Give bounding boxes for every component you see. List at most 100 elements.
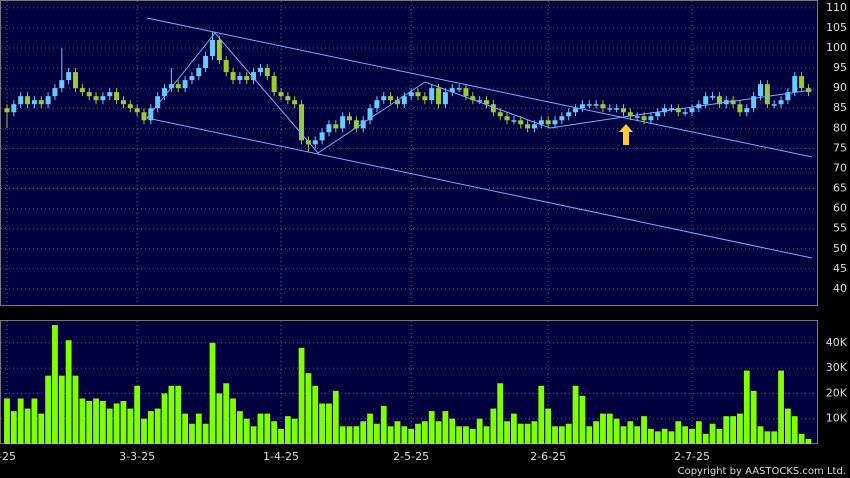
y-tick-label: 30K — [826, 361, 848, 374]
candle-body — [689, 108, 695, 113]
volume-bar — [24, 408, 31, 444]
copyright: Copyright by AASTOCKS.com Ltd. — [678, 466, 846, 477]
volume-bar — [661, 428, 668, 444]
candle-body — [463, 88, 469, 97]
candle-body — [4, 108, 10, 113]
candle-body — [244, 76, 250, 81]
volume-bar — [600, 413, 606, 444]
candle-body — [25, 96, 31, 105]
volume-bar — [367, 413, 373, 444]
volume-bar — [606, 413, 613, 444]
candle-body — [162, 88, 168, 97]
candle-body — [470, 96, 476, 101]
candle-body — [751, 96, 757, 109]
volume-bar — [182, 413, 188, 444]
candle-body — [764, 84, 770, 105]
candle-body — [168, 84, 174, 89]
volume-bar — [401, 426, 408, 444]
volume-bar — [319, 403, 325, 444]
candle-body — [477, 100, 483, 102]
x-tick-label: 3-3-25 — [119, 450, 155, 463]
volume-bar — [709, 423, 716, 444]
candle-body — [442, 92, 448, 105]
candle-body — [655, 112, 661, 117]
volume-bar — [17, 398, 24, 444]
candle-body — [182, 80, 188, 89]
volume-bar — [86, 400, 93, 444]
volume-bar — [31, 398, 38, 444]
x-tick-label: 2-7-25 — [674, 450, 710, 463]
candle-body — [456, 88, 462, 90]
candle-body — [408, 92, 414, 97]
volume-bar — [757, 426, 764, 444]
candle-body — [31, 100, 37, 105]
volume-bar — [134, 385, 141, 444]
volume-bar — [195, 413, 202, 444]
candle-body — [586, 104, 592, 106]
volume-bar — [497, 383, 504, 444]
volume-bar — [326, 403, 332, 444]
candle-body — [538, 120, 544, 125]
candle-body — [299, 104, 305, 141]
candle-body — [394, 100, 400, 105]
volume-bar — [189, 423, 195, 444]
volume-bar — [65, 340, 72, 444]
candle-body — [627, 112, 633, 117]
candle-body — [216, 39, 222, 61]
volume-bar — [100, 400, 106, 444]
volume-bar — [374, 423, 380, 444]
volume-bar — [517, 423, 524, 444]
volume-bar — [716, 428, 723, 444]
candle-body — [114, 92, 120, 101]
y-tick-label: 65 — [833, 182, 847, 195]
y-tick-label: 110 — [826, 1, 847, 14]
candle-body — [79, 88, 85, 93]
candle-body — [579, 104, 585, 109]
volume-bar — [380, 406, 387, 444]
candle-body — [141, 112, 147, 121]
y-tick-label: 45 — [833, 262, 847, 275]
candle-body — [449, 88, 455, 93]
volume-bar — [408, 428, 415, 444]
candle-body — [600, 104, 606, 109]
volume-bar — [798, 433, 805, 444]
volume-bar — [675, 421, 682, 444]
volume-bar — [442, 411, 449, 444]
volume-bar — [421, 421, 428, 444]
volume-bar — [750, 390, 757, 444]
volume-bar — [620, 426, 627, 444]
y-tick-label: 60 — [833, 202, 847, 215]
volume-bar — [291, 418, 298, 444]
candle-body — [86, 92, 92, 97]
candle-body — [771, 104, 777, 106]
candle-body — [210, 39, 215, 57]
volume-bar — [271, 421, 278, 444]
price-panel — [0, 0, 818, 306]
candle-body — [682, 112, 688, 114]
volume-bar — [332, 390, 339, 444]
volume-bar — [565, 423, 572, 444]
volume-bar — [147, 411, 154, 444]
channel-lower — [146, 117, 813, 259]
volume-bar — [702, 433, 709, 444]
volume-bar — [764, 431, 771, 444]
y-tick-label: 20K — [826, 386, 848, 399]
volume-bar — [353, 426, 360, 444]
candle-body — [778, 100, 784, 105]
volume-bar — [463, 426, 469, 444]
volume-bar — [216, 393, 223, 444]
candle-body — [566, 112, 572, 117]
volume-bar — [634, 426, 641, 444]
marks — [4, 31, 812, 444]
volume-bar — [38, 413, 45, 444]
x-tick-label: 1-4-25 — [263, 450, 299, 463]
volume-bar — [613, 418, 620, 444]
volume-bar — [415, 423, 421, 444]
candle-body — [285, 96, 291, 101]
candle-body — [271, 76, 277, 93]
candle-body — [367, 108, 373, 121]
volume-bar — [45, 375, 51, 444]
volume-bar — [654, 431, 661, 444]
candle-body — [257, 68, 263, 73]
volume-bar — [504, 421, 510, 444]
